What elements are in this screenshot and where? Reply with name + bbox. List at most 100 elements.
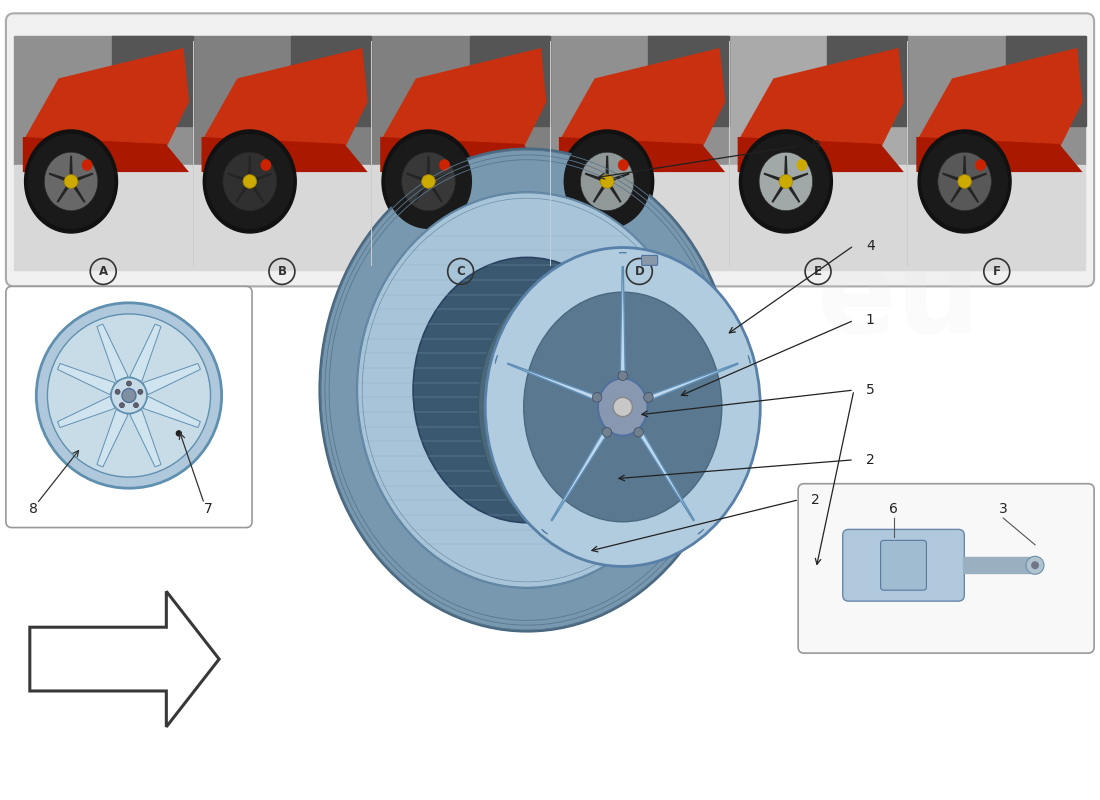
Text: 4: 4 [866,238,874,253]
Circle shape [618,371,627,381]
Circle shape [613,398,632,417]
Bar [728,165,906,270]
Circle shape [601,174,614,188]
Polygon shape [57,363,114,394]
Circle shape [111,378,147,414]
Polygon shape [771,183,785,203]
Ellipse shape [204,130,296,233]
Text: 5: 5 [866,383,874,397]
Polygon shape [609,173,629,182]
Circle shape [122,389,136,402]
Polygon shape [585,173,605,182]
Ellipse shape [742,134,828,228]
Polygon shape [130,410,161,467]
Polygon shape [72,183,86,203]
Polygon shape [965,183,979,203]
Circle shape [602,427,612,437]
Polygon shape [252,173,272,182]
Polygon shape [478,250,598,564]
Polygon shape [414,183,428,203]
Polygon shape [620,266,626,387]
FancyBboxPatch shape [843,530,965,601]
Ellipse shape [918,130,1011,233]
Polygon shape [381,137,547,172]
Ellipse shape [382,130,475,233]
Polygon shape [763,173,783,182]
Polygon shape [738,137,904,172]
Polygon shape [57,396,114,427]
FancyBboxPatch shape [881,540,926,590]
Circle shape [1031,562,1040,570]
Ellipse shape [261,159,272,171]
Bar [372,165,549,270]
Polygon shape [406,173,426,182]
Polygon shape [916,137,1082,172]
Polygon shape [143,396,200,427]
Polygon shape [632,422,694,521]
Polygon shape [201,137,367,172]
Circle shape [116,390,120,394]
Text: eu: eu [816,243,981,358]
Circle shape [64,174,78,188]
Ellipse shape [358,192,697,588]
Text: 7: 7 [204,502,212,516]
Text: 8: 8 [30,502,38,516]
Bar [908,36,1085,165]
Polygon shape [228,173,248,182]
Circle shape [421,174,436,188]
Text: since 1985: since 1985 [626,393,733,447]
Circle shape [176,430,182,436]
Circle shape [779,174,793,188]
Ellipse shape [524,292,722,522]
Polygon shape [641,363,738,403]
Text: 3: 3 [999,502,1008,515]
Bar [192,165,371,270]
Text: a passion for parts: a passion for parts [485,298,674,383]
Polygon shape [784,156,788,178]
Polygon shape [943,173,962,182]
Polygon shape [97,410,128,467]
Polygon shape [738,48,904,167]
Polygon shape [551,422,613,521]
Circle shape [592,393,602,402]
Circle shape [133,402,139,408]
Polygon shape [56,183,70,203]
Polygon shape [789,173,808,182]
Ellipse shape [485,247,760,566]
Circle shape [1026,556,1044,574]
Ellipse shape [976,159,986,171]
Bar [648,36,728,126]
Polygon shape [381,48,547,167]
Polygon shape [541,529,548,534]
Ellipse shape [207,134,293,228]
Polygon shape [607,183,621,203]
Text: F: F [993,265,1001,278]
FancyBboxPatch shape [799,484,1094,653]
Polygon shape [69,156,73,178]
Bar [1005,36,1086,126]
Circle shape [644,393,653,402]
Ellipse shape [796,159,807,171]
Bar [827,36,908,126]
Polygon shape [97,324,128,382]
Bar [14,165,191,270]
Ellipse shape [598,378,648,436]
Ellipse shape [938,152,991,210]
Circle shape [243,174,256,188]
Ellipse shape [581,152,634,210]
FancyBboxPatch shape [6,14,1094,286]
Polygon shape [786,183,801,203]
Polygon shape [429,183,443,203]
Text: E: E [814,265,822,278]
Ellipse shape [739,130,833,233]
Bar [964,558,1035,574]
Ellipse shape [44,152,98,210]
Polygon shape [916,48,1082,167]
Circle shape [47,314,210,477]
Bar [14,36,191,165]
Polygon shape [427,156,430,178]
Circle shape [36,303,221,488]
Bar [728,36,906,165]
Polygon shape [962,156,967,178]
Bar [550,165,728,270]
